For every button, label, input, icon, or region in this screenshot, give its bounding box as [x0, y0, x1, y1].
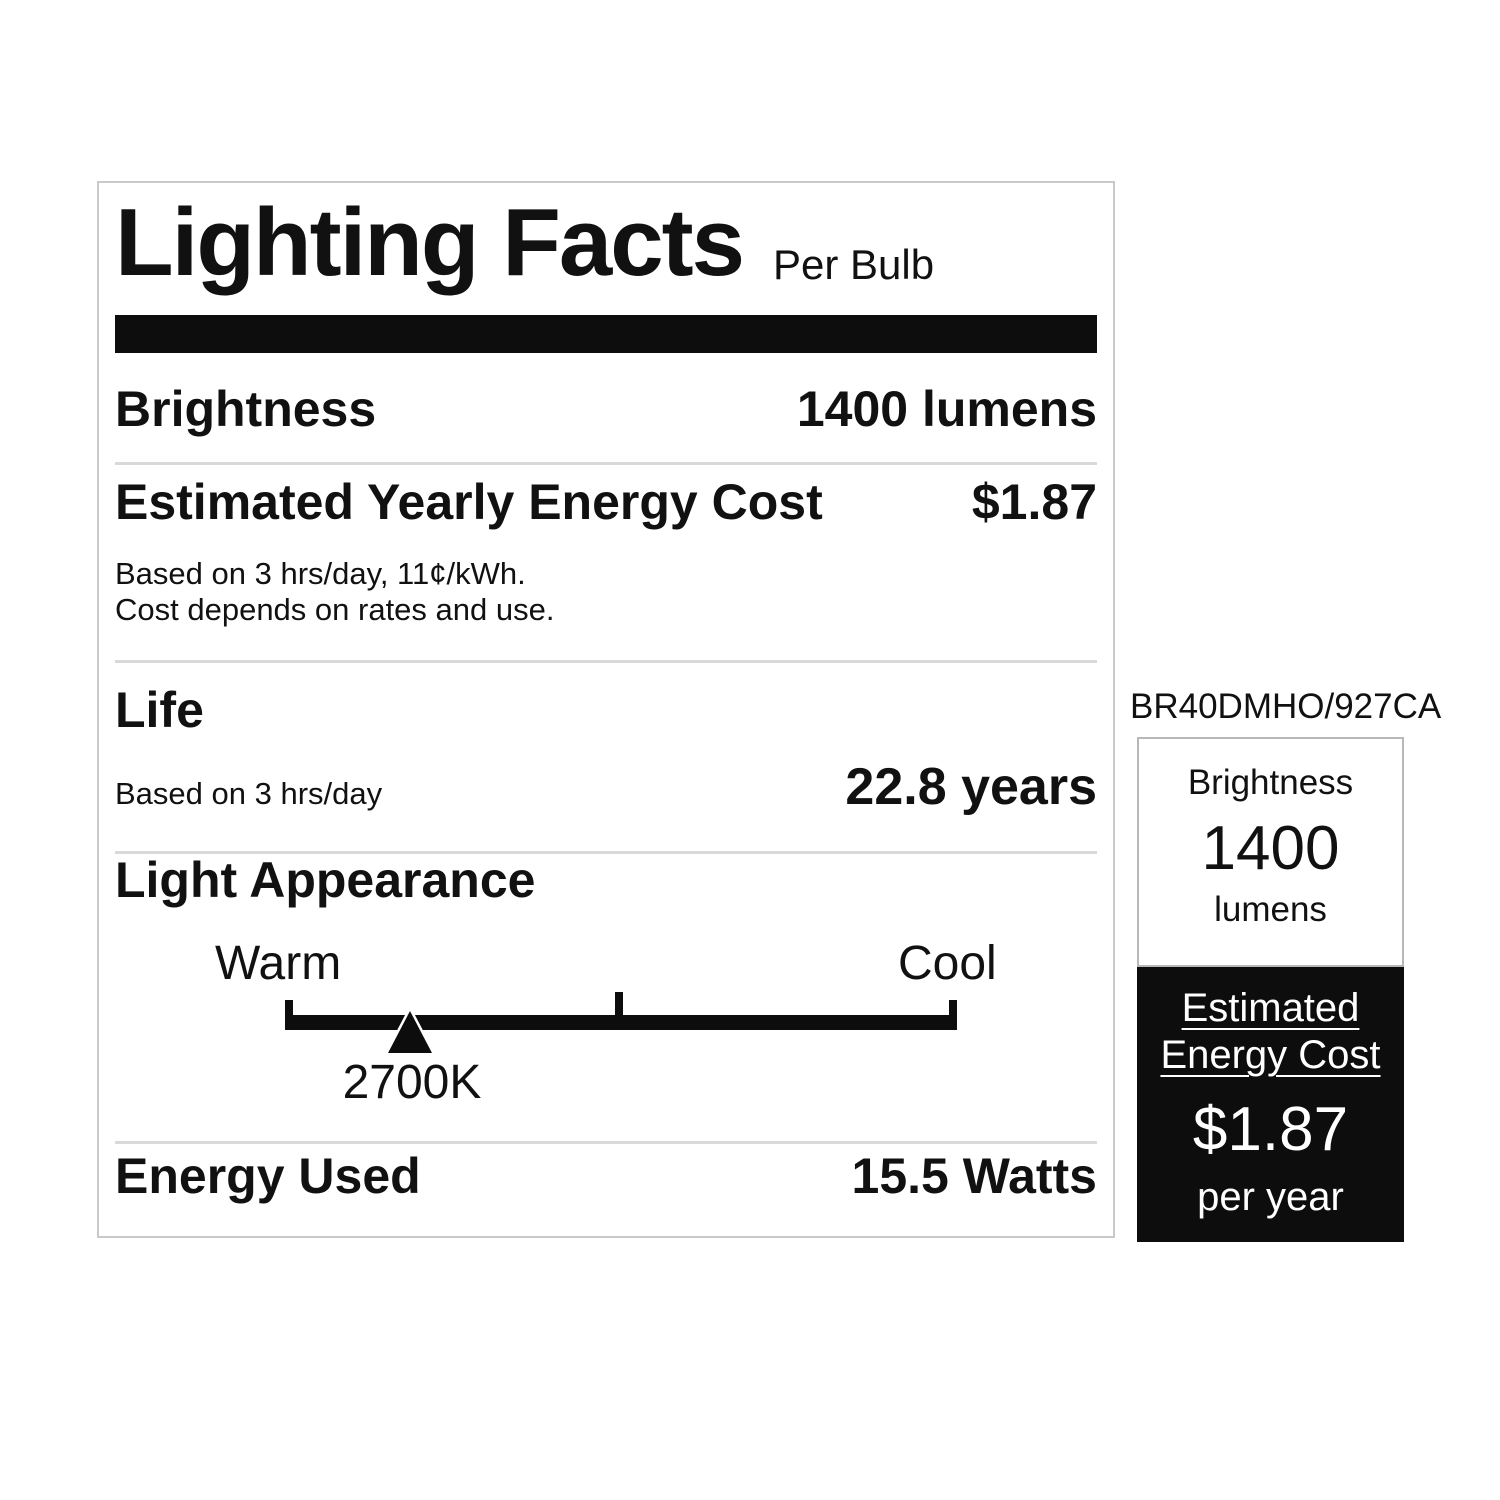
life-value: 22.8 years [845, 758, 1097, 816]
mini-cost-title-line1: Estimated [1181, 986, 1360, 1030]
brightness-value: 1400 lumens [796, 381, 1097, 437]
life-row: Based on 3 hrs/day 22.8 years [115, 761, 1097, 813]
mini-cost-value: $1.87 [1192, 1095, 1349, 1164]
mini-brightness-label: Brightness [1187, 763, 1354, 802]
mini-brightness-panel: Brightness 1400 lumens [1137, 737, 1404, 967]
energy-cost-row: Estimated Yearly Energy Cost $1.87 [115, 477, 1097, 527]
lighting-facts-panel: Lighting Facts Per Bulb Brightness 1400 … [97, 181, 1115, 1238]
energy-cost-note-line2: Cost depends on rates and use. [115, 592, 555, 627]
scale-bar [285, 1015, 957, 1030]
energy-used-value: 15.5 Watts [851, 1148, 1097, 1204]
panel-subtitle: Per Bulb [772, 241, 935, 288]
separator [115, 1141, 1097, 1144]
title-row: Lighting Facts Per Bulb [115, 195, 934, 291]
separator [115, 462, 1097, 465]
brightness-row: Brightness 1400 lumens [115, 384, 1097, 434]
color-temperature-scale [285, 992, 957, 1056]
separator [115, 851, 1097, 854]
mini-cost-unit: per year [1197, 1175, 1344, 1219]
brightness-label: Brightness [115, 381, 377, 437]
scale-tick-left [285, 1000, 293, 1016]
life-basis: Based on 3 hrs/day [115, 776, 383, 811]
energy-cost-value: $1.87 [971, 474, 1097, 530]
scale-tick-middle [615, 992, 623, 1016]
warm-label: Warm [215, 937, 342, 990]
cool-label: Cool [898, 937, 997, 990]
separator [115, 660, 1097, 663]
temperature-marker-icon [383, 1005, 437, 1056]
header-divider-bar [115, 315, 1097, 353]
energy-used-row: Energy Used 15.5 Watts [115, 1151, 1097, 1201]
mini-brightness-value: 1400 [1201, 814, 1340, 883]
energy-cost-label: Estimated Yearly Energy Cost [115, 474, 823, 530]
mini-brightness-unit: lumens [1214, 890, 1327, 929]
life-heading: Life [115, 682, 204, 738]
kelvin-value: 2700K [342, 1056, 482, 1109]
mini-energy-cost-panel: Estimated Energy Cost $1.87 per year [1137, 967, 1404, 1242]
model-number: BR40DMHO/927CA [1130, 687, 1442, 726]
energy-cost-note: Based on 3 hrs/day, 11¢/kWh. Cost depend… [115, 556, 554, 628]
energy-cost-note-line1: Based on 3 hrs/day, 11¢/kWh. [115, 556, 526, 591]
mini-cost-title-line2: Energy Cost [1160, 1033, 1381, 1077]
scale-tick-right [949, 1000, 957, 1016]
panel-title: Lighting Facts [115, 189, 745, 296]
light-appearance-heading: Light Appearance [115, 852, 536, 908]
energy-used-label: Energy Used [115, 1148, 421, 1204]
